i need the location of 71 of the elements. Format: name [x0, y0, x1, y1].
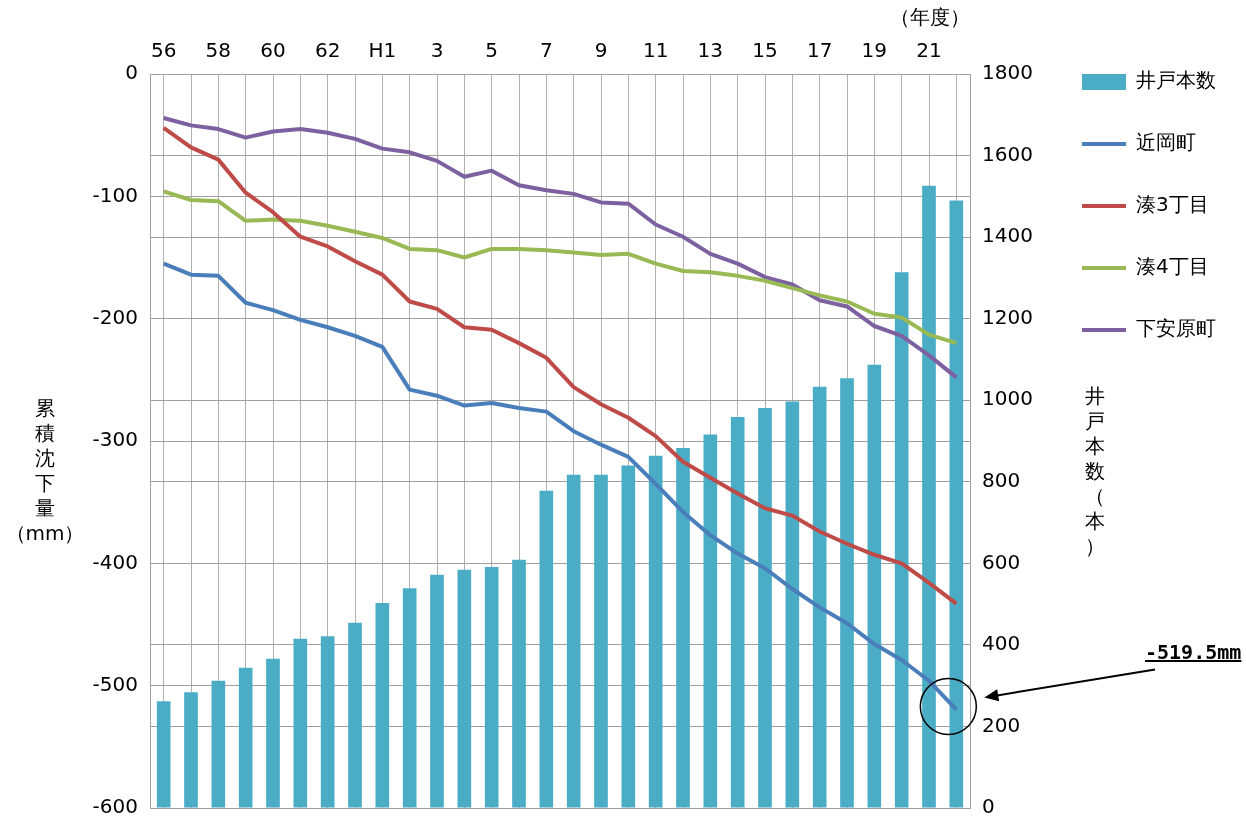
x-tick-label: 9	[594, 38, 608, 63]
bar	[922, 185, 936, 808]
bar	[621, 465, 636, 808]
bar	[539, 490, 554, 808]
y2-tick-label: 400	[982, 631, 1021, 656]
bar	[484, 567, 499, 808]
bar	[402, 588, 417, 808]
bar	[512, 559, 526, 808]
y-tick-label: -600	[92, 794, 138, 819]
bar	[266, 658, 280, 808]
bar	[894, 272, 909, 808]
bar	[566, 474, 581, 808]
bar	[594, 474, 608, 808]
bar	[785, 401, 800, 808]
x-tick-label: 58	[205, 38, 232, 63]
x-axis-title: （年度）	[890, 4, 970, 31]
bar	[156, 701, 171, 808]
y2-tick-label: 600	[982, 549, 1021, 574]
legend-label: 井戸本数	[1136, 68, 1216, 93]
legend-label: 近岡町	[1136, 130, 1196, 155]
y2-tick-label: 1400	[982, 223, 1033, 248]
legend-label: 湊4丁目	[1136, 254, 1209, 279]
bar	[758, 407, 772, 808]
bar	[430, 574, 444, 808]
x-tick-label: 15	[752, 38, 778, 63]
bar	[184, 692, 198, 808]
bar	[375, 602, 390, 808]
bar	[676, 447, 690, 808]
x-tick-label: 17	[806, 38, 833, 63]
y-tick-label: -300	[92, 427, 138, 452]
bar	[703, 434, 718, 808]
y2-tick-label: 1200	[982, 304, 1033, 329]
y-axis-title: 累積沈下量（mm）	[5, 396, 85, 546]
y-tick-label: -500	[92, 671, 138, 696]
y2-tick-label: 1800	[982, 60, 1033, 85]
text: -519.5mm	[1145, 639, 1242, 664]
y2-tick-label: 800	[982, 467, 1021, 492]
bar	[840, 378, 854, 808]
x-tick-label: 21	[916, 38, 942, 63]
bar	[457, 569, 472, 808]
legend-label: 湊3丁目	[1136, 192, 1209, 217]
y-tick-label: 0	[125, 60, 138, 85]
legend-label: 下安原町	[1136, 316, 1216, 341]
bar	[812, 386, 827, 808]
bar	[648, 455, 663, 808]
y2-tick-label: 0	[982, 794, 995, 819]
x-tick-label: 60	[260, 38, 286, 63]
bar	[348, 622, 362, 808]
x-tick-label: 11	[642, 38, 669, 63]
x-tick-label: 62	[314, 38, 341, 63]
bar	[867, 364, 882, 808]
x-tick-label: 56	[150, 38, 177, 63]
x-tick-label: 3	[430, 38, 444, 63]
y2-tick-label: 200	[982, 712, 1021, 737]
x-tick-label: H1	[368, 38, 397, 63]
bar	[320, 636, 335, 808]
bar	[730, 416, 745, 808]
x-tick-label: 7	[539, 38, 553, 63]
x-tick-label: 19	[861, 38, 888, 63]
y2-tick-label: 1600	[982, 141, 1033, 166]
bar	[293, 638, 308, 808]
y-tick-label: -100	[92, 182, 138, 207]
y-tick-label: -400	[92, 549, 138, 574]
y2-axis-title: 井戸本数（本）	[1085, 383, 1105, 559]
x-tick-label: 5	[485, 38, 499, 63]
bar	[211, 680, 226, 808]
y2-tick-label: 1000	[982, 386, 1033, 411]
x-tick-label: 13	[697, 38, 724, 63]
y-tick-label: -200	[92, 304, 138, 329]
bar	[949, 200, 964, 808]
bar	[238, 667, 253, 808]
